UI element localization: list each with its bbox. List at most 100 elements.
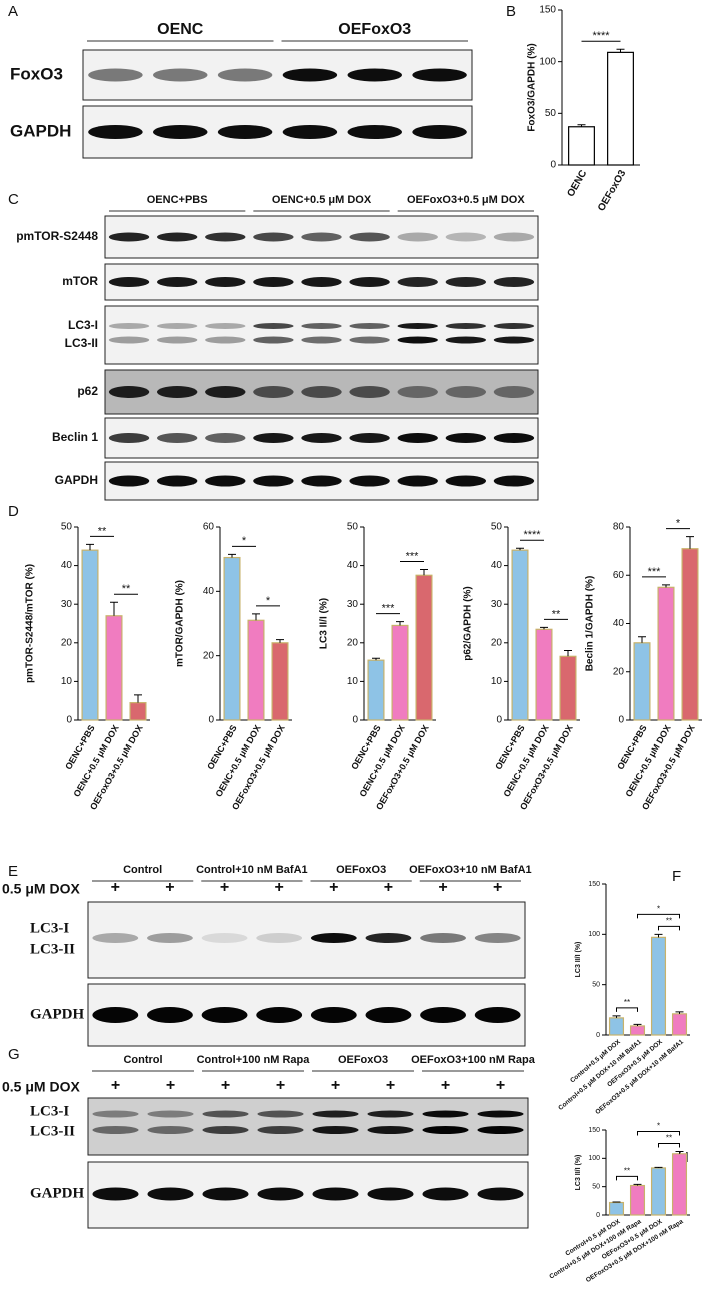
blot-band: [205, 336, 246, 344]
y-tick-label: 0: [208, 715, 214, 726]
blot-band: [202, 1110, 249, 1118]
blot-band: [301, 232, 342, 242]
error-bar: [420, 568, 428, 576]
bar: [629, 1184, 646, 1216]
significance-bracket: [637, 913, 680, 919]
treatment-sign: +: [384, 879, 393, 896]
blot-band: [256, 933, 303, 943]
significance-label: **: [624, 998, 630, 1007]
blot-band: [153, 68, 208, 82]
y-axis-label: LC3 II/I (%): [575, 1155, 582, 1191]
y-tick-label: 40: [613, 618, 625, 629]
blot-band: [202, 1187, 249, 1201]
blot-band: [205, 475, 246, 487]
blot-band: [201, 1007, 248, 1023]
blot-band: [445, 475, 487, 487]
blot-band: [205, 433, 246, 443]
blot-band: [477, 1187, 524, 1201]
blot-band: [301, 277, 342, 287]
blot-band: [422, 1187, 469, 1201]
blot-band: [397, 232, 438, 242]
bar: [650, 1167, 667, 1216]
y-tick-label: 40: [491, 560, 503, 571]
bar: [650, 936, 667, 1036]
blot-band: [205, 323, 246, 329]
row-label: GAPDH: [55, 473, 98, 487]
blot-band: [205, 232, 246, 242]
blot-band: [282, 68, 338, 82]
panel-label: F: [672, 868, 681, 885]
group-label: OEFoxO3: [338, 21, 411, 38]
blot-band: [257, 1187, 304, 1201]
blot-band: [301, 323, 342, 329]
bar: [629, 1025, 646, 1036]
blot-band: [412, 125, 467, 139]
blot-band: [365, 933, 412, 943]
blot-band: [253, 336, 294, 344]
significance-label: **: [666, 1134, 672, 1143]
blot-band: [445, 433, 487, 443]
y-axis-label: LC3 II/I (%): [575, 942, 582, 978]
row-label: pmTOR-S2448: [16, 229, 98, 243]
panel-label: D: [8, 503, 19, 520]
blot-frame: [82, 49, 473, 101]
blot-band: [301, 336, 342, 344]
error-bar: [228, 553, 236, 558]
bar: [559, 655, 577, 721]
blot-band: [367, 1126, 414, 1134]
bar: [271, 642, 289, 721]
y-tick-label: 0: [596, 1212, 600, 1219]
blot-band: [156, 475, 198, 487]
treatment-label: 0.5 μM DOX: [2, 881, 80, 897]
blot-band: [156, 232, 198, 242]
y-tick-label: 100: [539, 56, 556, 67]
blot-band: [367, 1110, 414, 1118]
y-tick-label: 0: [596, 1032, 600, 1039]
panel-label: E: [8, 863, 18, 880]
blot-band: [312, 1187, 359, 1201]
significance-label: ***: [648, 566, 662, 578]
y-axis-label: pmTOR-S2448/mTOR (%): [25, 564, 36, 683]
error-bar: [252, 613, 260, 621]
y-tick-label: 50: [347, 522, 359, 533]
blot-band: [349, 433, 390, 443]
error-bar: [654, 1166, 663, 1168]
y-tick-label: 0: [496, 715, 502, 726]
blot-band: [88, 68, 143, 82]
blot-band: [153, 125, 208, 139]
error-bar: [675, 1011, 684, 1014]
blot-band: [493, 277, 535, 287]
blot-band: [349, 323, 390, 329]
blot-band: [477, 1110, 524, 1118]
blot-band: [312, 1110, 359, 1118]
y-tick-label: 50: [491, 522, 503, 533]
blot-band: [474, 1007, 521, 1023]
blot-band: [253, 475, 294, 487]
significance-label: *: [657, 1122, 660, 1131]
blot-band: [445, 323, 487, 329]
y-tick-label: 40: [347, 560, 359, 571]
row-label: mTOR: [62, 274, 98, 288]
group-label: Control: [123, 864, 162, 876]
blot-band: [347, 125, 402, 139]
blot-band: [493, 232, 535, 242]
significance-bracket: [616, 1007, 638, 1012]
y-tick-label: 100: [588, 1155, 600, 1162]
treatment-sign: +: [275, 879, 284, 896]
blot-band: [349, 277, 390, 287]
blot-band: [108, 386, 150, 398]
treatment-sign: +: [329, 879, 338, 896]
blot-band: [301, 475, 342, 487]
blot-band: [202, 1126, 249, 1134]
group-label: Control+10 nM BafA1: [196, 864, 308, 876]
row-label: LC3-I: [30, 920, 69, 936]
y-axis-label: FoxO3/GAPDH (%): [527, 43, 538, 131]
blot-band: [493, 386, 535, 398]
y-tick-label: 50: [592, 982, 600, 989]
blot-band: [445, 232, 487, 242]
blot-band: [349, 336, 390, 344]
y-tick-label: 10: [61, 676, 73, 687]
y-axis-label: mTOR/GAPDH (%): [175, 580, 186, 667]
blot-band: [217, 125, 273, 139]
group-label: Control: [123, 1054, 162, 1066]
